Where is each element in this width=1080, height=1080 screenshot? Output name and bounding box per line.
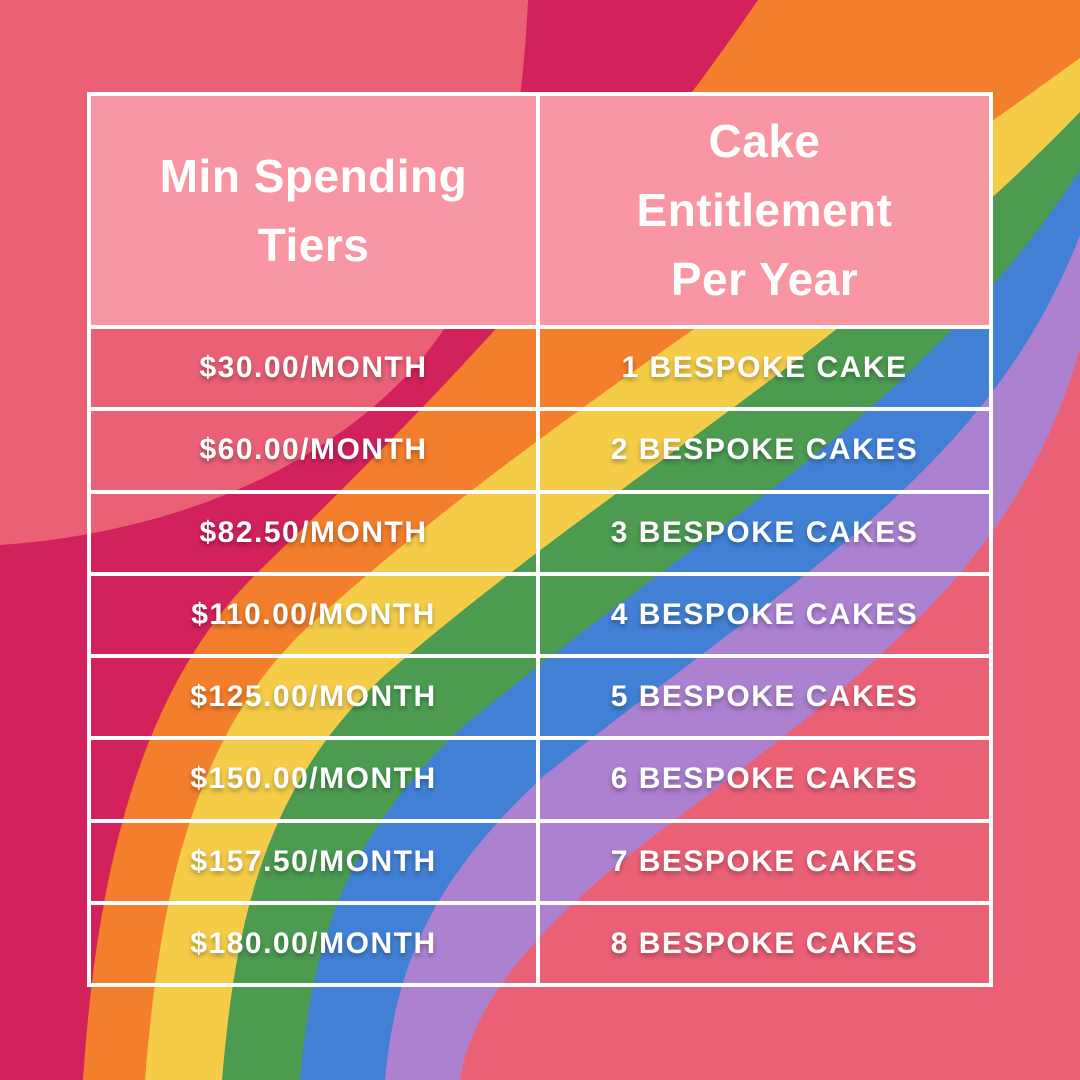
table-row-tier-cell: $82.50/MONTH	[91, 489, 540, 572]
column-header-min-spending-tiers: Min Spending Tiers	[91, 96, 540, 325]
tier-table: Min Spending Tiers Cake Entitlement Per …	[87, 92, 993, 987]
table-row-entitlement-cell: 1 BESPOKE CAKE	[540, 325, 989, 407]
column-header-tiers-label: Min Spending Tiers	[159, 149, 468, 271]
table-row-tier-cell: $150.00/MONTH	[91, 736, 540, 819]
column-header-entitlement-label: Cake Entitlement Per Year	[636, 115, 893, 305]
table-row-entitlement-cell: 5 BESPOKE CAKES	[540, 654, 989, 736]
table-row-entitlement-cell: 7 BESPOKE CAKES	[540, 818, 989, 901]
table-row-entitlement-cell: 3 BESPOKE CAKES	[540, 489, 989, 572]
table-row-entitlement-cell: 2 BESPOKE CAKES	[540, 407, 989, 489]
table-row-tier-cell: $60.00/MONTH	[91, 407, 540, 490]
table-row-tier-cell: $125.00/MONTH	[91, 654, 540, 737]
table-row-tier-cell: $30.00/MONTH	[91, 325, 540, 408]
table-row-entitlement-cell: 6 BESPOKE CAKES	[540, 736, 989, 818]
table-row-entitlement-cell: 4 BESPOKE CAKES	[540, 571, 989, 654]
table-row-tier-cell: $180.00/MONTH	[91, 900, 540, 983]
column-header-cake-entitlement: Cake Entitlement Per Year	[540, 96, 989, 325]
table-row-tier-cell: $157.50/MONTH	[91, 818, 540, 901]
table-row-tier-cell: $110.00/MONTH	[91, 571, 540, 654]
table-row-entitlement-cell: 8 BESPOKE CAKES	[540, 900, 989, 983]
rainbow-inner-fill	[460, 348, 1080, 1080]
